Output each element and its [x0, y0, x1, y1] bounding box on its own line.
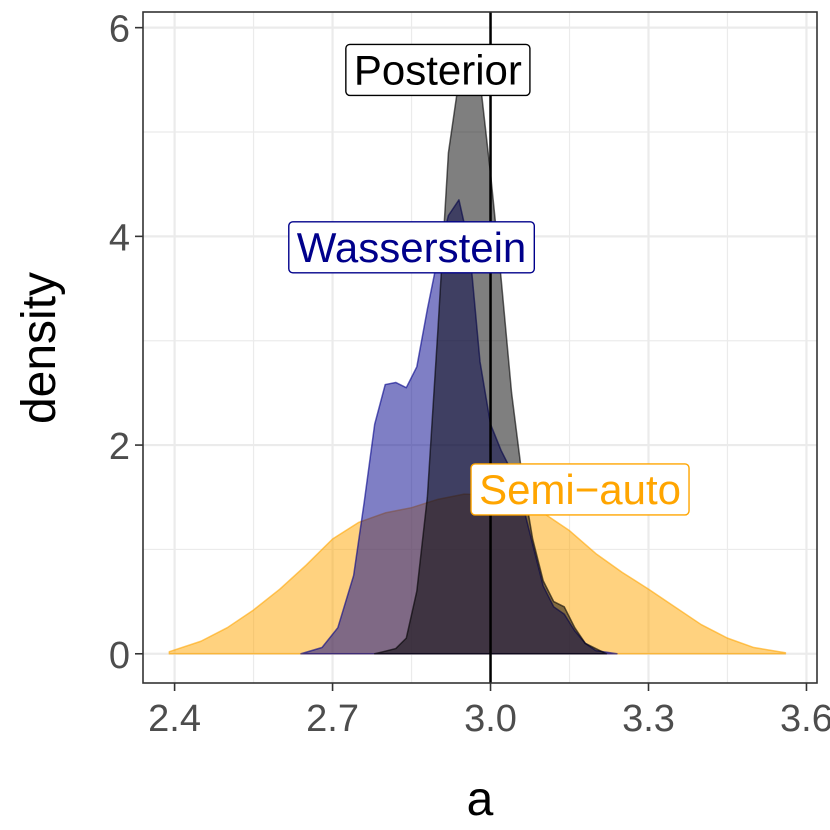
- x-tick-label-1: 2.7: [306, 698, 359, 740]
- y-tick-label-0: 0: [109, 635, 130, 677]
- x-axis-title: a: [467, 773, 494, 826]
- y-axis-title: density: [13, 272, 66, 424]
- series-label-text-semi-auto: Semi−auto: [479, 466, 681, 513]
- y-tick-label-3: 6: [109, 9, 130, 51]
- x-tick-label-3: 3.3: [622, 698, 675, 740]
- x-tick-label-2: 3.0: [464, 698, 517, 740]
- series-label-box-posterior: [345, 43, 531, 97]
- series-label-text-posterior: Posterior: [354, 46, 522, 93]
- series-label-posterior: Posterior: [345, 43, 531, 97]
- series-label-semi-auto: Semi−auto: [470, 463, 690, 516]
- x-tick-label-0: 2.4: [148, 698, 201, 740]
- axis-ticks: 2.4 2.7 3.0 3.3 3.6 0 2 4 6: [109, 9, 830, 740]
- series-label-wasserstein: Wasserstein: [288, 221, 536, 274]
- series-label-text-wasserstein: Wasserstein: [297, 224, 527, 271]
- y-tick-label-1: 2: [109, 426, 130, 468]
- series-label-box-semi-auto: [470, 463, 690, 516]
- plot-panel-border: [142, 11, 818, 684]
- series-label-box-wasserstein: [288, 221, 536, 274]
- series-labels: Semi−auto Wasserstein Posterior: [288, 43, 690, 516]
- x-tick-label-4: 3.6: [780, 698, 830, 740]
- y-tick-label-2: 4: [109, 217, 130, 259]
